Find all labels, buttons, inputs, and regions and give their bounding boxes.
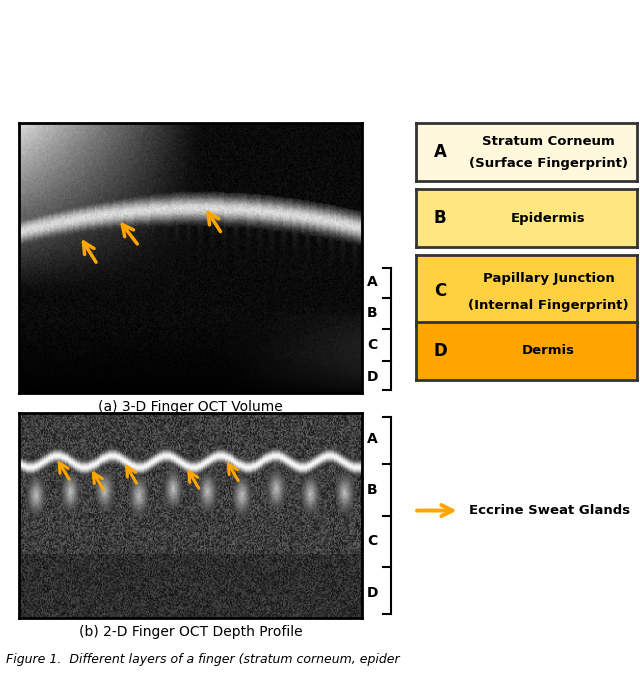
Text: B: B: [367, 307, 378, 320]
Text: C: C: [367, 534, 378, 548]
Text: D: D: [367, 585, 378, 600]
Text: Eccrine Sweat Glands: Eccrine Sweat Glands: [468, 504, 630, 517]
Text: (Surface Fingerprint): (Surface Fingerprint): [469, 157, 628, 170]
Text: A: A: [434, 143, 447, 161]
Text: A: A: [367, 275, 378, 289]
Text: Figure 1.  Different layers of a finger (stratum corneum, epider: Figure 1. Different layers of a finger (…: [6, 654, 400, 667]
Text: (Internal Fingerprint): (Internal Fingerprint): [468, 298, 628, 311]
Text: B: B: [434, 209, 447, 227]
Text: D: D: [433, 342, 447, 360]
Text: A: A: [367, 432, 378, 446]
Text: Stratum Corneum: Stratum Corneum: [482, 135, 615, 148]
Text: D: D: [367, 370, 378, 384]
Text: C: C: [367, 338, 378, 352]
Text: Dermis: Dermis: [522, 344, 575, 357]
Text: Epidermis: Epidermis: [511, 212, 586, 225]
Text: C: C: [434, 282, 447, 300]
Text: (b) 2-D Finger OCT Depth Profile: (b) 2-D Finger OCT Depth Profile: [79, 625, 302, 639]
Text: B: B: [367, 483, 378, 497]
Text: Papillary Junction: Papillary Junction: [483, 272, 614, 285]
Text: (a) 3-D Finger OCT Volume: (a) 3-D Finger OCT Volume: [98, 400, 283, 414]
